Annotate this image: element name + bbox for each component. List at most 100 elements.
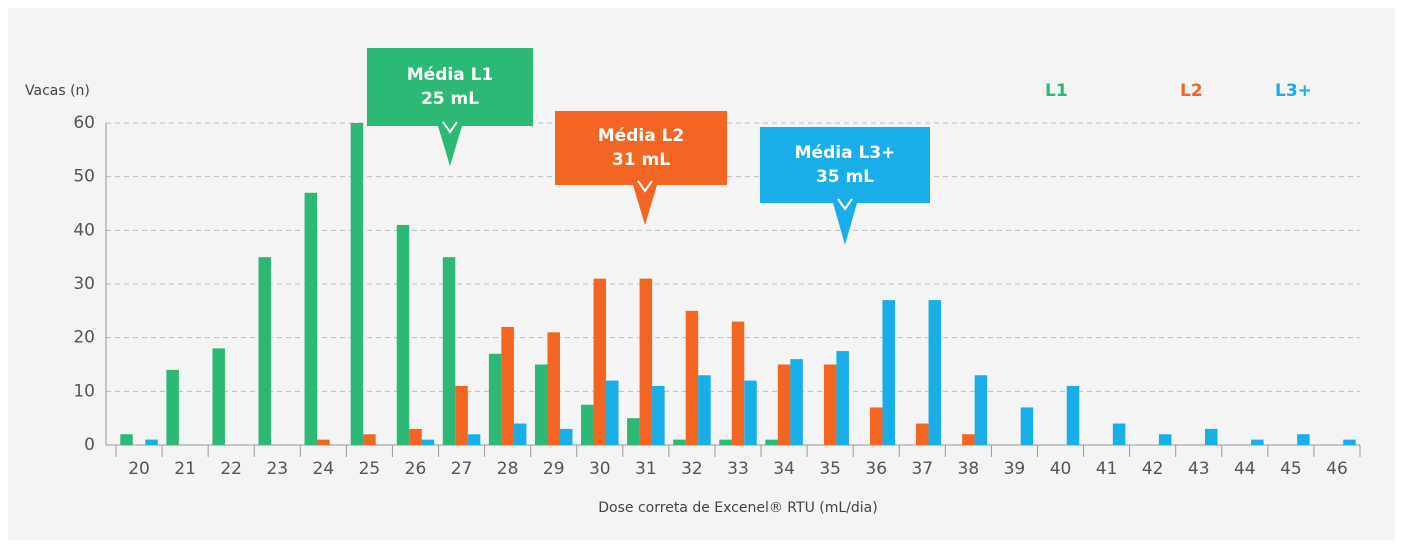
x-tick-label: 32 (681, 459, 703, 479)
bar (685, 310, 699, 445)
bar (409, 428, 422, 445)
bar (581, 404, 594, 445)
y-tick-label: 50 (73, 167, 95, 187)
callout-box (367, 48, 533, 126)
x-tick-label: 20 (128, 459, 150, 479)
bar (790, 359, 803, 445)
x-tick-label: 22 (220, 459, 242, 479)
x-tick-label: 29 (543, 459, 565, 479)
x-tick-label: 37 (911, 459, 933, 479)
bar (673, 439, 686, 445)
bar (698, 375, 711, 445)
y-tick-label: 20 (73, 328, 95, 348)
x-tick-label: 41 (1096, 459, 1118, 479)
bar (1204, 428, 1218, 445)
bar (1297, 434, 1310, 445)
bar (396, 224, 410, 445)
x-tick-label: 23 (266, 459, 288, 479)
legend-entry: L3+ (1275, 81, 1312, 101)
legend-entry: L1 (1045, 81, 1068, 101)
bar (145, 439, 158, 445)
x-tick-label: 38 (958, 459, 980, 479)
y-axis-label: Vacas (n) (25, 83, 90, 99)
y-tick-label: 40 (73, 220, 95, 240)
bar (1251, 439, 1264, 445)
bar (882, 300, 895, 445)
bar (304, 192, 318, 445)
bar (258, 257, 272, 445)
bar (1020, 407, 1034, 445)
x-tick-label: 21 (174, 459, 196, 479)
callout-notch (837, 198, 853, 211)
callout-text: Média L2 (598, 126, 685, 146)
bar (421, 439, 435, 445)
bar (363, 434, 376, 445)
bar (467, 434, 481, 445)
x-tick-label: 34 (773, 459, 795, 479)
callout-text: 25 mL (421, 89, 479, 109)
bar (765, 439, 778, 445)
legend-entry: L2 (1180, 81, 1203, 101)
callout-box (555, 111, 727, 185)
x-tick-label: 27 (451, 459, 473, 479)
bar (744, 380, 757, 445)
x-tick-label: 24 (313, 459, 335, 479)
bar (559, 428, 573, 445)
bar (777, 364, 791, 445)
x-tick-label: 33 (727, 459, 749, 479)
x-tick-label: 28 (497, 459, 519, 479)
y-tick-label: 0 (84, 435, 95, 455)
bar (212, 348, 225, 445)
bar (442, 257, 456, 445)
callout-notch (637, 180, 653, 193)
callout-notch (442, 121, 458, 134)
x-tick-label: 36 (865, 459, 887, 479)
bar (317, 439, 330, 445)
bar (652, 385, 665, 445)
x-tick-label: 42 (1142, 459, 1164, 479)
bar (606, 380, 619, 445)
bar (974, 375, 988, 445)
bar (488, 353, 502, 445)
x-tick-label: 31 (635, 459, 657, 479)
bar (719, 439, 732, 445)
x-tick-label: 30 (589, 459, 611, 479)
x-tick-label: 26 (405, 459, 427, 479)
y-tick-label: 10 (73, 381, 95, 401)
x-tick-label: 35 (819, 459, 841, 479)
callout-text: Média L3+ (795, 143, 896, 163)
bar (869, 407, 883, 445)
bar (1066, 385, 1080, 445)
bar (547, 332, 560, 445)
callout-text: 31 mL (612, 150, 670, 170)
y-tick-label: 60 (73, 113, 95, 133)
bar (928, 300, 942, 445)
x-tick-label: 46 (1326, 459, 1348, 479)
x-tick-label: 25 (359, 459, 381, 479)
bar (1158, 434, 1172, 445)
bar (836, 351, 849, 445)
callout-arrow (633, 185, 657, 225)
bar (962, 434, 975, 445)
bar (1112, 423, 1126, 445)
callout-text: Média L1 (407, 65, 494, 85)
bar (639, 278, 653, 445)
bar (1343, 439, 1356, 445)
bar (350, 123, 364, 445)
panel (8, 8, 1395, 540)
bar (166, 369, 179, 445)
bar (627, 418, 640, 445)
x-tick-label: 44 (1234, 459, 1256, 479)
y-tick-label: 30 (73, 274, 95, 294)
callout-arrow (438, 126, 462, 166)
callout-text: 35 mL (816, 167, 874, 187)
callout-box (760, 127, 930, 203)
bar (823, 364, 837, 445)
bar (534, 364, 548, 445)
bar (731, 321, 745, 445)
bar (120, 434, 133, 445)
x-tick-label: 39 (1004, 459, 1026, 479)
x-tick-label: 43 (1188, 459, 1210, 479)
bar (593, 278, 607, 445)
